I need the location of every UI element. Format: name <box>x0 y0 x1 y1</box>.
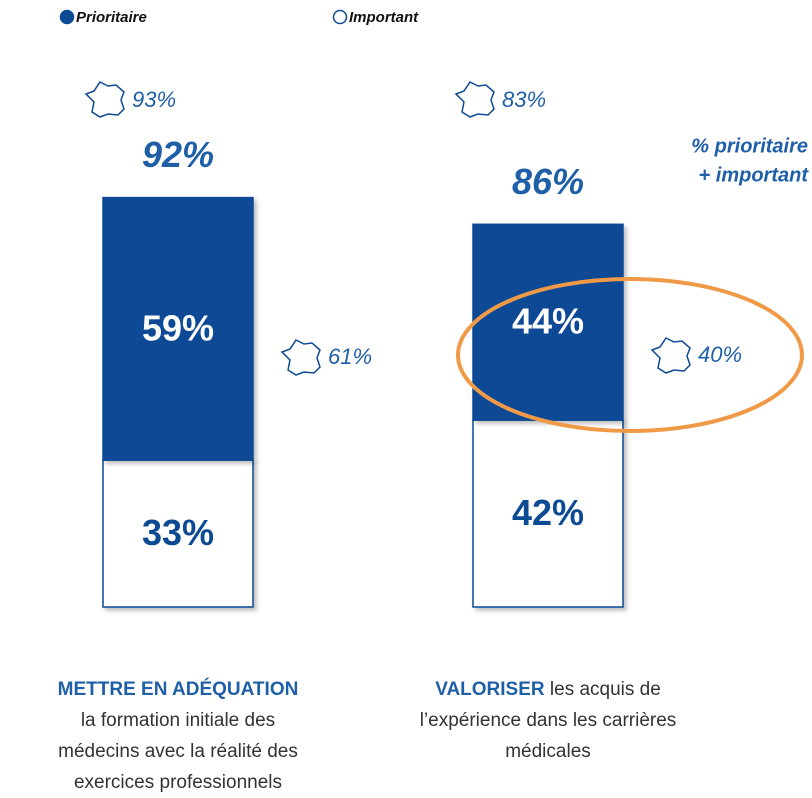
france-icon <box>84 81 125 118</box>
france-icon <box>650 337 691 374</box>
segment-label: 33% <box>142 512 214 553</box>
legend-swatch <box>59 9 75 25</box>
marks: Prioritaire Important 33% 59% 92% 93% 61% 42% 44… <box>59 9 742 608</box>
totals-label: + important <box>699 164 810 186</box>
france-prioritaire-label: 61% <box>328 344 372 369</box>
total-label: 86% <box>512 161 584 202</box>
category-text: la formation initiale des médecins avec … <box>58 710 298 793</box>
france-icon <box>280 339 321 376</box>
bar-segment <box>102 196 254 461</box>
category-label: VALORISER les acquis de l’expérience dan… <box>418 674 678 767</box>
category-text: les acquis de l’expérience dans les carr… <box>419 679 677 762</box>
legend-label: Prioritaire <box>76 9 147 26</box>
france-total-label: 83% <box>502 87 546 112</box>
legend-swatch <box>332 9 348 25</box>
category-emphasis: METTRE EN ADÉQUATION <box>57 679 299 700</box>
bar-segment <box>472 223 624 421</box>
category-label: METTRE EN ADÉQUATION la formation initia… <box>48 674 308 798</box>
bar-segment <box>102 459 254 608</box>
total-label: 92% <box>142 134 214 175</box>
france-prioritaire-label: 40% <box>698 342 742 367</box>
chart: % prioritaire + important Prioritaire Imp… <box>59 9 810 608</box>
segment-label: 44% <box>512 301 584 342</box>
totals-label: % prioritaire <box>691 135 808 157</box>
category-emphasis: VALORISER <box>435 679 545 700</box>
france-total-label: 93% <box>132 87 176 112</box>
france-icon <box>454 81 495 118</box>
segment-label: 59% <box>142 307 214 348</box>
highlight <box>456 277 804 433</box>
segment-label: 42% <box>512 492 584 533</box>
legend-label: Important <box>349 9 419 26</box>
